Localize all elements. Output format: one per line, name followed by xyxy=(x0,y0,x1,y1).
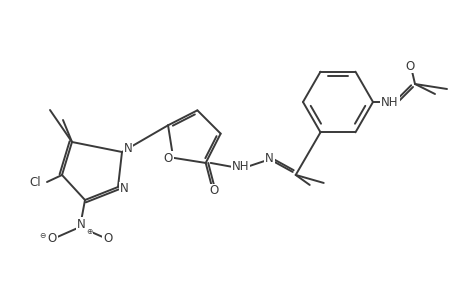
Text: ⊖: ⊖ xyxy=(39,230,45,239)
Text: ⊕: ⊕ xyxy=(86,227,92,236)
Text: NH: NH xyxy=(231,160,249,173)
Text: O: O xyxy=(103,232,112,244)
Text: N: N xyxy=(77,218,85,230)
Text: Cl: Cl xyxy=(29,176,41,188)
Text: O: O xyxy=(47,232,56,244)
Text: N: N xyxy=(123,142,132,154)
Text: N: N xyxy=(265,152,274,165)
Text: O: O xyxy=(209,184,218,197)
Text: O: O xyxy=(163,152,173,165)
Text: N: N xyxy=(119,182,128,196)
Text: O: O xyxy=(404,59,414,73)
Text: NH: NH xyxy=(381,95,398,109)
